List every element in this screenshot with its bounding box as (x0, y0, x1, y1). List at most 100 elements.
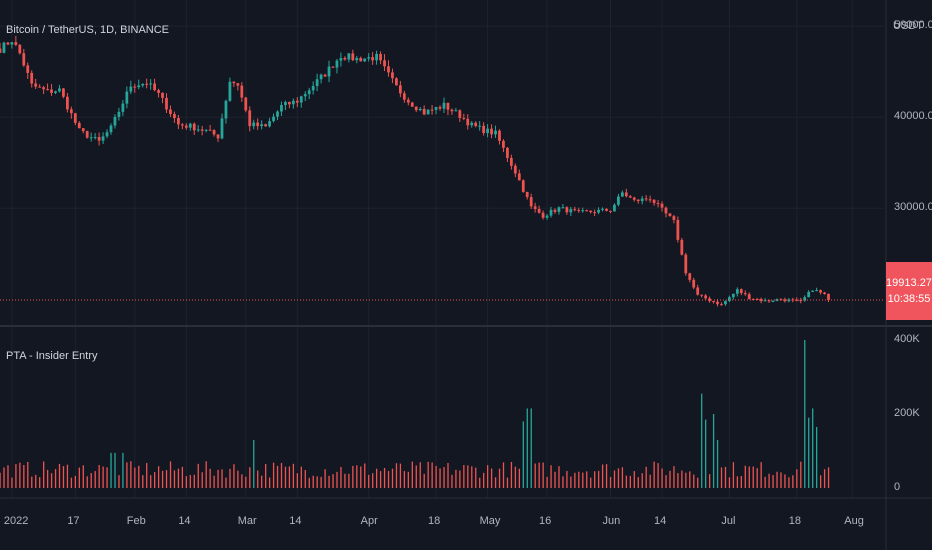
indicator-bar (566, 470, 568, 488)
indicator-bar (360, 466, 362, 488)
indicator-bar (732, 462, 735, 488)
indicator-bar (554, 471, 556, 488)
candle-body (81, 128, 85, 132)
indicator-bar (130, 461, 132, 488)
indicator-bar (760, 462, 762, 488)
candle-body (113, 116, 117, 126)
indicator-bar (157, 466, 160, 488)
indicator-bar (19, 462, 21, 488)
indicator-bar (720, 467, 723, 488)
indicator-bar (490, 468, 493, 488)
candle-body (375, 53, 378, 61)
candle-body (771, 301, 775, 303)
indicator-bar (601, 464, 604, 488)
candle-body (363, 58, 367, 62)
indicator-title[interactable]: PTA - Insider Entry (6, 350, 98, 362)
indicator-bar (816, 426, 818, 488)
candle-body (291, 100, 295, 105)
candle-body (105, 132, 109, 137)
bar-countdown: 10:38:55 (887, 293, 931, 305)
candle-body (609, 210, 612, 212)
candle-body (371, 57, 375, 61)
indicator-bar (471, 466, 473, 488)
indicator-bar (796, 469, 798, 488)
indicator-bar (812, 408, 814, 488)
candle-body (470, 122, 474, 126)
candle-body (212, 130, 216, 135)
candle-body (589, 210, 593, 213)
indicator-bar (375, 468, 378, 488)
indicator-bar (82, 465, 84, 488)
indicator-bar (280, 463, 283, 488)
candle-body (454, 110, 458, 112)
candle-body (803, 297, 807, 301)
candle-body (533, 206, 537, 210)
indicator-bar (736, 476, 739, 488)
candle-body (502, 140, 505, 148)
indicator-bar (7, 465, 9, 488)
candle-body (339, 57, 343, 61)
indicator-bar (407, 471, 410, 488)
candle-body (684, 254, 688, 274)
indicator-bar (423, 473, 425, 488)
grid-lines (0, 0, 884, 498)
candle-body (823, 292, 826, 294)
indicator-bar (419, 462, 421, 488)
candle-body (581, 210, 585, 212)
indicator-bar (562, 476, 564, 488)
indicator-bar (399, 463, 402, 488)
indicator-bar (86, 476, 88, 488)
candle-body (763, 300, 767, 302)
indicator-bar (11, 477, 13, 488)
indicator-bar (431, 462, 433, 488)
symbol-title[interactable]: Bitcoin / TetherUS, 1D, BINANCE (6, 24, 170, 36)
candle-body (486, 128, 489, 133)
indicator-bar (110, 452, 112, 488)
candle-body (506, 147, 509, 158)
candle-body (89, 137, 93, 139)
candle-body (668, 213, 672, 217)
indicator-bar (538, 462, 540, 488)
candle-body (240, 85, 244, 98)
candle-body (624, 192, 628, 197)
indicator-bar (590, 477, 592, 488)
candle-body (260, 124, 264, 127)
indicator-bar (23, 465, 25, 488)
indicator-bar (173, 470, 176, 488)
indicator-bar (225, 477, 227, 488)
indicator-bar (138, 465, 140, 488)
indicator-bar (744, 465, 746, 488)
candle-body (712, 300, 715, 302)
indicator-bar (800, 461, 802, 488)
candle-body (724, 300, 727, 305)
candle-body (208, 129, 212, 131)
candle-body (482, 125, 486, 133)
indicator-bar (66, 464, 69, 488)
candle-body (2, 42, 6, 53)
indicator-bar (126, 462, 128, 488)
candle-body (0, 48, 2, 53)
candle-body (157, 90, 160, 93)
candle-body (414, 106, 418, 111)
indicator-bar (257, 470, 259, 488)
candle-body (141, 83, 145, 86)
candle-body (109, 125, 113, 133)
candle-body (704, 295, 708, 299)
indicator-bar (201, 472, 203, 488)
candle-body (640, 198, 644, 202)
candle-body (735, 289, 739, 294)
indicator-bar (237, 470, 239, 488)
candle-body (280, 105, 283, 112)
candle-body (303, 94, 307, 97)
indicator-bar (118, 475, 120, 488)
indicator-bar (804, 340, 806, 488)
indicator-bar (54, 469, 57, 488)
candle-body (442, 102, 446, 109)
candle-body (620, 192, 624, 197)
indicator-bar (336, 471, 338, 488)
indicator-bar (181, 466, 184, 488)
last-price-value: 19913.27 (886, 277, 932, 289)
candle-body (438, 107, 442, 109)
candle-body (343, 57, 347, 60)
